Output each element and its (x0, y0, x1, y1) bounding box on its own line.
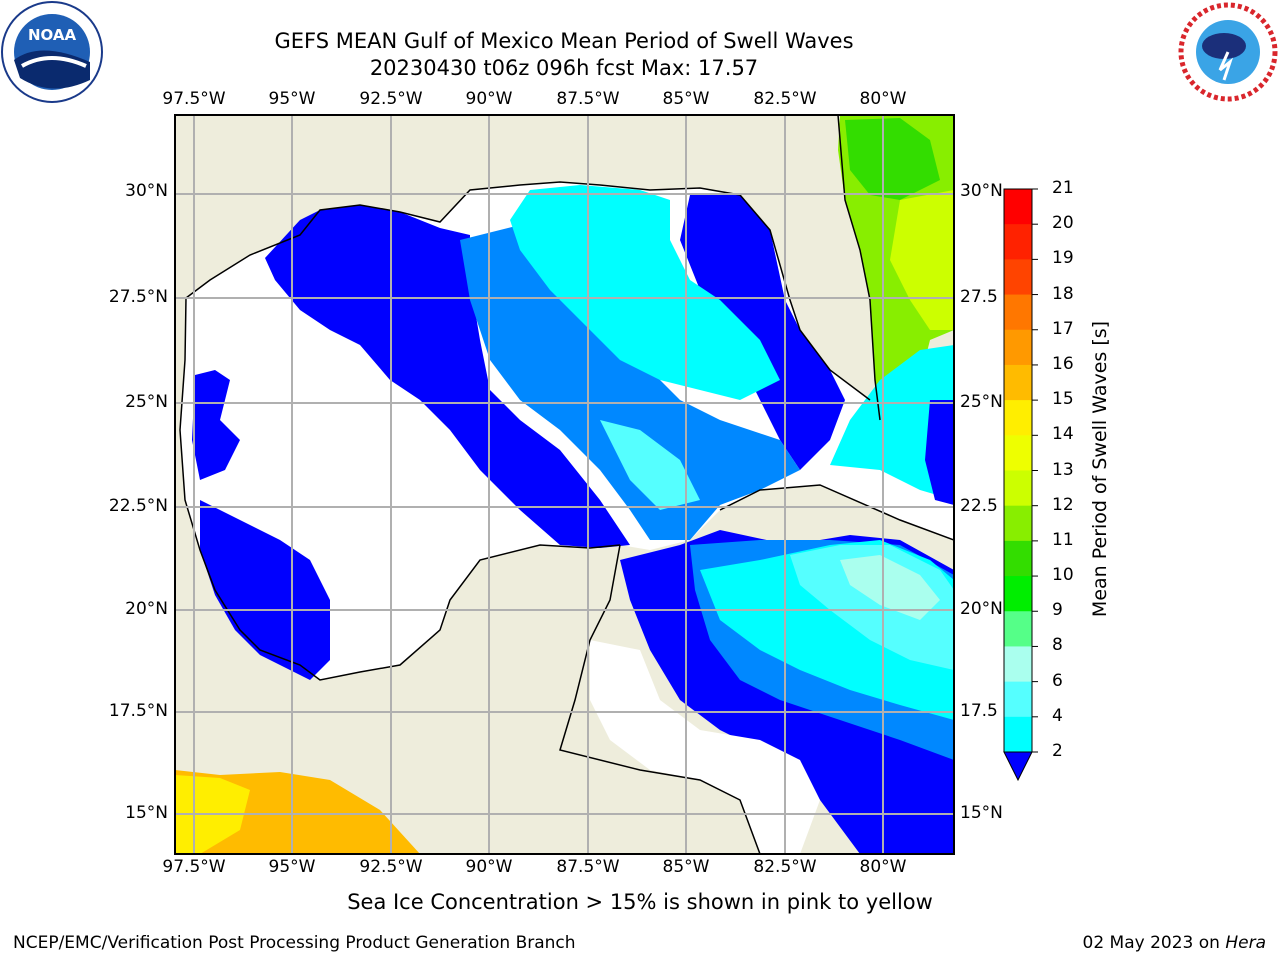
map-subtitle: 20230430 t06z 096h fcst Max: 17.57 (369, 56, 759, 80)
lat-tick-right: 27.5 (960, 287, 998, 307)
lon-tick-bottom: 95°W (268, 857, 316, 877)
lon-tick-bottom: 90°W (465, 857, 513, 877)
colorbar-segment (1004, 400, 1032, 436)
credit-text: NCEP/EMC/Verification Post Processing Pr… (13, 933, 576, 953)
colorbar-tick-label: 12 (1052, 494, 1074, 515)
colorbar-segment (1004, 224, 1032, 260)
colorbar-segment (1004, 646, 1032, 683)
caribbean-white (590, 640, 820, 854)
lat-tick-left: 25°N (125, 392, 168, 412)
colorbar-segment (1004, 505, 1032, 542)
cyan-region-strait (600, 420, 700, 510)
lon-tick-bottom: 97.5°W (162, 857, 226, 877)
lat-tick-right: 30°N (960, 181, 1003, 201)
machine-name: Hera (1225, 933, 1266, 953)
lon-tick-bottom: 85°W (662, 857, 710, 877)
lat-tick-right: 20°N (960, 599, 1003, 619)
lat-tick-right: 25°N (960, 392, 1003, 412)
blue-region-southwest (200, 500, 330, 680)
lat-tick-left: 27.5°N (108, 287, 168, 307)
noaa-logo: NOAA (1, 1, 103, 103)
lat-tick-right: 22.5 (960, 496, 998, 516)
lon-tick-top: 82.5°W (753, 89, 817, 109)
lon-tick-bottom: 80°W (859, 857, 907, 877)
atlantic-blue (925, 400, 954, 505)
colorbar-tick-label: 17 (1052, 318, 1074, 339)
colorbar-segment (1004, 364, 1032, 401)
date-text: 02 May 2023 on (1082, 933, 1220, 953)
noaa-logo-text: NOAA (28, 26, 77, 44)
atlantic-green-bright (845, 118, 940, 200)
colorbar-tick-label: 11 (1052, 529, 1074, 550)
colorbar-tick-label: 10 (1052, 565, 1074, 586)
colorbar-tick-label: 14 (1052, 424, 1074, 445)
atlantic-cyan (830, 345, 954, 500)
colorbar-segment (1004, 329, 1032, 366)
blue-region-west-coast (192, 370, 240, 480)
colorbar-tick-label: 16 (1052, 353, 1074, 374)
lon-tick-top: 80°W (859, 89, 907, 109)
blue-region-west (265, 205, 630, 548)
colorbar-label: Mean Period of Swell Waves [s] (1089, 320, 1111, 618)
caribbean-pale (840, 555, 940, 620)
map-frame (174, 114, 955, 855)
lat-tick-right: 15°N (960, 803, 1003, 823)
lon-tick-bottom: 82.5°W (753, 857, 817, 877)
colorbar-tick-label: 20 (1052, 213, 1074, 234)
colorbar-segment (1004, 259, 1032, 296)
colorbar-segment (1004, 189, 1032, 225)
lat-tick-left: 20°N (125, 599, 168, 619)
colorbar-segment (1004, 540, 1032, 577)
midblue-region (460, 225, 800, 540)
colorbar-tick-label: 19 (1052, 248, 1074, 269)
colorbar-segment (1004, 294, 1032, 331)
sea-ice-note-text: Sea Ice Concentration > 15% is shown in … (347, 890, 933, 914)
coastlines (179, 115, 954, 854)
lat-tick-left: 15°N (125, 803, 168, 823)
map-title: GEFS MEAN Gulf of Mexico Mean Period of … (274, 29, 854, 53)
lon-tick-top: 97.5°W (162, 89, 226, 109)
colorbar-tick-label: 4 (1052, 705, 1063, 726)
colorbar-tick-label: 8 (1052, 635, 1063, 656)
lon-tick-bottom: 87.5°W (556, 857, 620, 877)
colorbar-tick-label: 6 (1052, 670, 1063, 691)
graticule (175, 115, 954, 854)
colorbar-tick-label: 21 (1052, 178, 1074, 198)
colorbar (1003, 188, 1038, 782)
colorbar-extend-arrow (1003, 751, 1033, 782)
atlantic-yellowgreen (890, 190, 954, 330)
colorbar-segment (1004, 716, 1032, 753)
lon-tick-top: 87.5°W (556, 89, 620, 109)
lon-tick-top: 90°W (465, 89, 513, 109)
colorbar-tick-label: 15 (1052, 389, 1074, 410)
lat-tick-right: 17.5 (960, 701, 998, 721)
nws-logo (1178, 2, 1278, 102)
lon-tick-top: 92.5°W (359, 89, 423, 109)
colorbar-segment (1004, 576, 1032, 612)
colorbar-tick-label: 9 (1052, 600, 1063, 621)
colorbar-segment (1004, 435, 1032, 471)
lon-tick-bottom: 92.5°W (359, 857, 423, 877)
colorbar-tick-label: 18 (1052, 283, 1074, 304)
lon-tick-top: 95°W (268, 89, 316, 109)
colorbar-segment (1004, 681, 1032, 718)
cyan-region (510, 185, 780, 400)
lat-tick-left: 17.5°N (108, 701, 168, 721)
colorbar-segment (1004, 470, 1032, 507)
blue-region-east (680, 195, 845, 470)
colorbar-tick-label: 2 (1052, 741, 1063, 761)
colorbar-tick-label: 13 (1052, 459, 1074, 480)
colorbar-segment (1004, 611, 1032, 647)
lat-tick-left: 30°N (125, 181, 168, 201)
lat-tick-left: 22.5°N (108, 496, 168, 516)
lon-tick-top: 85°W (662, 89, 710, 109)
date-stamp: 02 May 2023 on Hera (1083, 933, 1267, 953)
